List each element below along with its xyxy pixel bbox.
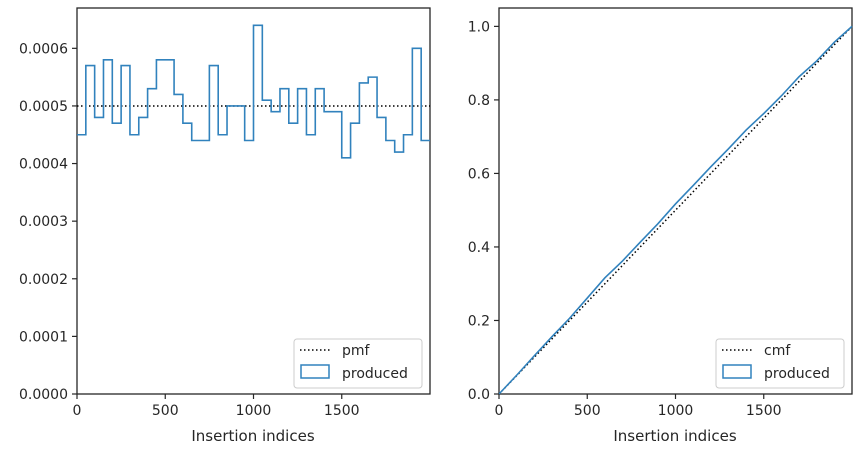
x-tick-label: 1500 bbox=[746, 403, 782, 419]
y-tick-label: 0.0006 bbox=[19, 41, 68, 57]
x-tick-label: 500 bbox=[574, 403, 601, 419]
x-tick-label: 1500 bbox=[324, 403, 360, 419]
series-produced-line bbox=[498, 25, 853, 395]
y-tick-label: 0.0001 bbox=[19, 329, 68, 345]
pmf-panel: 0 500 1000 1500 0.0000 0.0001 0.0002 0.0003 0.00… bbox=[19, 7, 431, 445]
ticks-layer: 0 500 1000 1500 0.0 0.2 0.4 0.6 0.8 1.0 bbox=[468, 19, 782, 419]
y-tick-label: 0.6 bbox=[468, 166, 490, 182]
legend-pmf-label: pmf bbox=[342, 343, 371, 359]
legend-produced-swatch bbox=[300, 364, 330, 379]
marks-layer bbox=[498, 25, 853, 395]
x-tick-label: 1000 bbox=[658, 403, 694, 419]
marks-layer bbox=[77, 24, 430, 159]
legend-frame bbox=[715, 338, 845, 389]
legend: cmf produced bbox=[715, 338, 845, 389]
x-tick-label: 500 bbox=[152, 403, 179, 419]
x-tick-label: 1000 bbox=[236, 403, 272, 419]
y-tick-label: 0.2 bbox=[468, 313, 490, 329]
legend-cmf-label: cmf bbox=[764, 343, 791, 359]
y-tick-label: 0.4 bbox=[468, 240, 490, 256]
legend: pmf produced bbox=[293, 338, 423, 389]
y-tick-label: 0.0002 bbox=[19, 272, 68, 288]
y-tick-label: 0.0004 bbox=[19, 157, 68, 173]
y-tick-label: 0.0 bbox=[468, 387, 490, 403]
ticks-layer: 0 500 1000 1500 0.0000 0.0001 0.0002 0.0003 0.00… bbox=[19, 41, 360, 419]
series-produced-line bbox=[77, 24, 430, 159]
x-axis-label: Insertion indices bbox=[613, 427, 736, 445]
legend-produced-swatch bbox=[722, 364, 752, 379]
legend-produced-label: produced bbox=[342, 366, 408, 382]
series-cmf-line bbox=[498, 25, 853, 395]
x-tick-label: 0 bbox=[495, 403, 504, 419]
cmf-panel: 0 500 1000 1500 0.0 0.2 0.4 0.6 0.8 1.0 Insertion… bbox=[468, 7, 853, 445]
y-tick-label: 0.0000 bbox=[19, 387, 68, 403]
x-tick-label: 0 bbox=[73, 403, 82, 419]
y-tick-label: 1.0 bbox=[468, 19, 490, 35]
x-axis-label: Insertion indices bbox=[191, 427, 314, 445]
y-tick-label: 0.8 bbox=[468, 93, 490, 109]
y-tick-label: 0.0005 bbox=[19, 99, 68, 115]
legend-frame bbox=[293, 338, 423, 389]
legend-produced-label: produced bbox=[764, 366, 830, 382]
y-tick-label: 0.0003 bbox=[19, 214, 68, 230]
